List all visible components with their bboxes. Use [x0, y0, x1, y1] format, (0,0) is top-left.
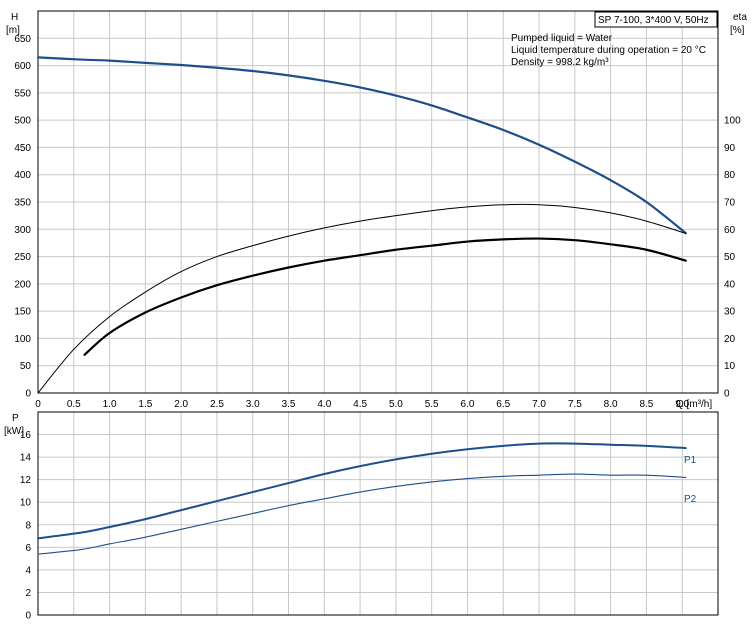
- y-tick-label-left: 550: [14, 88, 31, 99]
- x-tick-label: 8.0: [604, 399, 618, 410]
- x-tick-label: 3.5: [282, 399, 296, 410]
- y-tick-label-p: 4: [25, 565, 31, 576]
- y-tick-label-left: 650: [14, 34, 31, 45]
- y-tick-label-left: 500: [14, 116, 31, 127]
- chart-title: SP 7-100, 3*400 V, 50Hz: [598, 15, 709, 26]
- top-plot-frame: [37, 10, 719, 394]
- x-tick-label: 2.5: [210, 399, 224, 410]
- x-tick-label: 6.0: [461, 399, 475, 410]
- x-tick-label: 7.5: [568, 399, 582, 410]
- y-axis-label-h-unit: [m]: [6, 25, 20, 36]
- x-tick-label: 0.5: [67, 399, 81, 410]
- x-tick-label: 2.0: [174, 399, 188, 410]
- x-tick-label: 9.0: [675, 399, 689, 410]
- title-box: [594, 11, 718, 28]
- x-tick-label: 6.5: [496, 399, 510, 410]
- x-tick-label: 8.5: [639, 399, 653, 410]
- x-tick-label: 4.5: [353, 399, 367, 410]
- efficiency-curve-thin-line: [37, 203, 687, 394]
- y-tick-label-left: 100: [14, 334, 31, 345]
- x-tick-label: 1.0: [103, 399, 117, 410]
- y-tick-label-right: 70: [724, 198, 736, 209]
- x-tick-label: 7.0: [532, 399, 546, 410]
- annotation-liquid-temperature: Liquid temperature during operation = 20…: [511, 45, 706, 56]
- top-plot-series: [36, 56, 687, 394]
- power-p1-line: [37, 442, 687, 540]
- y-tick-label-right: 90: [724, 143, 736, 154]
- y-tick-label-left: 300: [14, 225, 31, 236]
- y-tick-label-right: 100: [724, 116, 741, 127]
- y-tick-label-p: 6: [25, 543, 31, 554]
- y-tick-label-p: 0: [25, 611, 31, 622]
- y-tick-label-right: 20: [724, 334, 736, 345]
- y-tick-label-left: 150: [14, 307, 31, 318]
- annotation-density: Density = 998.2 kg/m³: [511, 57, 609, 68]
- y-tick-label-left: 350: [14, 198, 31, 209]
- top-plot-ticks: 0 0.5 1.0 1.5 2.0 2.5 3.0 3.5 4.0 4.5 5.0 5.5 6.0 6.5…: [14, 34, 741, 410]
- y-axis-label-eta-unit: [%]: [730, 25, 745, 36]
- annotation-pumped-liquid: Pumped liquid = Water: [511, 33, 613, 44]
- y-axis-label-p: P: [12, 413, 19, 424]
- y-tick-label-right: 10: [724, 361, 736, 372]
- y-tick-label-left: 400: [14, 170, 31, 181]
- y-tick-label-left: 600: [14, 61, 31, 72]
- y-tick-label-right: 50: [724, 252, 736, 263]
- y-tick-label-right: 30: [724, 307, 736, 318]
- y-tick-label-p: 10: [20, 498, 32, 509]
- y-axis-label-eta: eta: [733, 12, 747, 23]
- y-tick-label-right: 40: [724, 279, 736, 290]
- bottom-plot-series: [37, 442, 687, 555]
- power-p2-line: [37, 473, 687, 555]
- x-tick-label: 1.5: [138, 399, 152, 410]
- y-axis-label-p-unit: [kW]: [4, 426, 24, 437]
- y-tick-label-right: 0: [724, 389, 730, 400]
- y-tick-label-right: 80: [724, 170, 736, 181]
- y-tick-label-left: 450: [14, 143, 31, 154]
- x-tick-label: 5.5: [425, 399, 439, 410]
- y-tick-label-p: 8: [25, 520, 31, 531]
- bottom-plot-grid: [38, 412, 718, 615]
- y-tick-label-left: 0: [25, 389, 31, 400]
- x-tick-label: 0: [35, 399, 41, 410]
- x-tick-label: 3.0: [246, 399, 260, 410]
- bottom-plot-ticks: 0 2 4 6 8 10 12 14 16: [20, 430, 32, 621]
- y-tick-label-p: 2: [25, 588, 31, 599]
- y-tick-label-left: 200: [14, 279, 31, 290]
- x-tick-label: 5.0: [389, 399, 403, 410]
- bottom-plot-frame: [37, 411, 719, 616]
- y-tick-label-p: 16: [20, 430, 32, 441]
- top-plot-grid: [38, 11, 718, 393]
- series-label-p2: P2: [684, 494, 697, 505]
- efficiency-curve-thick-line: [83, 237, 687, 356]
- y-tick-label-p: 12: [20, 475, 32, 486]
- y-tick-label-left: 250: [14, 252, 31, 263]
- x-tick-label: 4.0: [317, 399, 331, 410]
- head-curve-line: [36, 56, 687, 235]
- y-axis-label-h: H: [11, 12, 18, 23]
- x-axis-label-q: Q [m³/h]: [676, 399, 712, 410]
- series-label-p1: P1: [684, 455, 697, 466]
- y-tick-label-left: 50: [20, 361, 32, 372]
- y-tick-label-p: 14: [20, 453, 32, 464]
- y-tick-label-right: 60: [724, 225, 736, 236]
